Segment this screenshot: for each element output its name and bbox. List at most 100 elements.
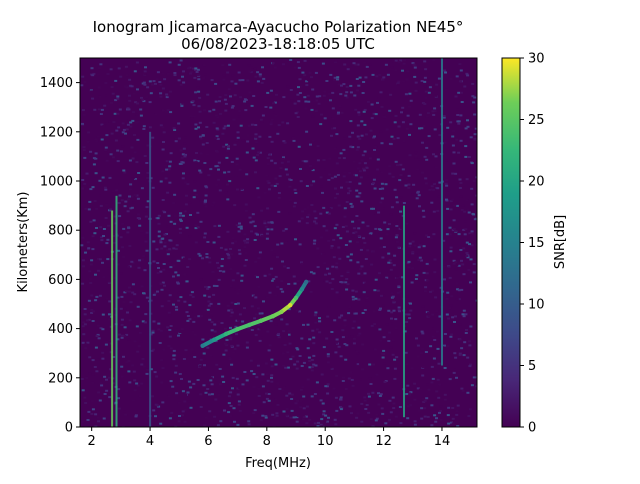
noise-cell bbox=[308, 366, 312, 369]
noise-cell bbox=[161, 170, 165, 173]
noise-cell bbox=[141, 258, 144, 261]
noise-cell bbox=[399, 422, 403, 425]
noise-cell bbox=[305, 422, 309, 425]
noise-cell bbox=[335, 267, 339, 270]
noise-cell bbox=[181, 75, 184, 78]
noise-cell bbox=[166, 326, 170, 329]
noise-cell bbox=[198, 169, 202, 172]
noise-cell bbox=[188, 235, 192, 238]
noise-cell bbox=[344, 388, 348, 390]
noise-cell bbox=[374, 212, 378, 215]
noise-cell bbox=[380, 182, 384, 185]
noise-cell bbox=[181, 229, 185, 232]
noise-cell bbox=[310, 369, 314, 372]
noise-cell bbox=[458, 80, 462, 83]
noise-cell bbox=[454, 356, 458, 359]
noise-cell bbox=[394, 318, 398, 321]
noise-cell bbox=[265, 232, 269, 235]
noise-cell bbox=[453, 321, 456, 323]
noise-cell bbox=[396, 164, 399, 167]
interference-lines-layer bbox=[111, 58, 443, 427]
noise-cell bbox=[227, 411, 231, 414]
noise-cell bbox=[340, 84, 343, 87]
noise-cell bbox=[250, 104, 254, 107]
noise-cell bbox=[186, 172, 190, 175]
noise-cell bbox=[244, 203, 248, 206]
noise-cell bbox=[354, 231, 358, 234]
noise-cell bbox=[334, 59, 338, 62]
noise-cell bbox=[146, 86, 150, 89]
noise-cell bbox=[349, 259, 353, 262]
noise-cell bbox=[362, 169, 366, 172]
colorbar-tick-label: 20 bbox=[528, 175, 545, 190]
noise-cell bbox=[379, 201, 383, 204]
noise-cell bbox=[394, 236, 398, 239]
noise-cell bbox=[358, 192, 362, 195]
noise-cell bbox=[193, 159, 197, 162]
noise-cell bbox=[193, 189, 197, 192]
noise-cell bbox=[177, 334, 180, 337]
noise-cell bbox=[89, 188, 93, 191]
noise-cell bbox=[377, 403, 381, 406]
noise-cell bbox=[274, 114, 278, 117]
noise-cell bbox=[402, 140, 406, 143]
noise-cell bbox=[218, 270, 222, 272]
noise-cell bbox=[179, 59, 183, 62]
noise-cell bbox=[87, 247, 91, 250]
noise-cell bbox=[267, 393, 271, 395]
noise-cell bbox=[385, 415, 389, 418]
noise-cell bbox=[118, 215, 122, 218]
noise-cell bbox=[180, 105, 184, 107]
noise-cell bbox=[453, 204, 457, 207]
noise-cell bbox=[153, 371, 157, 374]
noise-cell bbox=[313, 220, 317, 223]
noise-cell bbox=[159, 241, 163, 244]
noise-cell bbox=[427, 236, 431, 238]
noise-cell bbox=[335, 409, 339, 412]
noise-cell bbox=[365, 404, 369, 406]
noise-cell bbox=[125, 74, 129, 77]
noise-cell bbox=[348, 240, 352, 243]
noise-cell bbox=[317, 102, 321, 105]
noise-cell bbox=[174, 425, 178, 427]
noise-cell bbox=[426, 415, 430, 418]
noise-cell bbox=[317, 189, 321, 192]
noise-cell bbox=[237, 403, 241, 406]
noise-cell bbox=[196, 196, 199, 199]
noise-cell bbox=[199, 315, 203, 318]
noise-cell bbox=[243, 241, 247, 244]
noise-cell bbox=[103, 393, 107, 395]
noise-cell bbox=[91, 186, 95, 189]
noise-cell bbox=[322, 252, 326, 255]
noise-cell bbox=[345, 181, 349, 184]
noise-cell bbox=[262, 401, 266, 404]
colorbar-tick-label: 0 bbox=[528, 421, 536, 436]
noise-cell bbox=[123, 410, 126, 413]
noise-cell bbox=[325, 337, 329, 340]
noise-cell bbox=[160, 288, 164, 291]
noise-cell bbox=[100, 123, 104, 126]
noise-cell bbox=[119, 150, 123, 153]
noise-cell bbox=[169, 325, 173, 327]
noise-cell bbox=[390, 135, 394, 138]
noise-cell bbox=[198, 254, 202, 257]
noise-cell bbox=[432, 233, 436, 236]
noise-cell bbox=[124, 65, 128, 68]
noise-cell bbox=[311, 139, 315, 142]
noise-cell bbox=[318, 320, 322, 323]
noise-cell bbox=[177, 420, 181, 423]
noise-cell bbox=[260, 120, 264, 123]
noise-cell bbox=[95, 207, 99, 210]
noise-cell bbox=[188, 304, 192, 307]
noise-cell bbox=[179, 374, 183, 377]
noise-cell bbox=[299, 85, 303, 88]
noise-cell bbox=[331, 265, 335, 268]
noise-cell bbox=[116, 112, 120, 115]
noise-cell bbox=[382, 349, 386, 352]
noise-cell bbox=[177, 299, 181, 302]
noise-cell bbox=[107, 224, 110, 227]
noise-cell bbox=[295, 347, 299, 350]
noise-cell bbox=[348, 181, 352, 183]
noise-cell bbox=[422, 125, 426, 128]
noise-cell bbox=[406, 262, 410, 265]
